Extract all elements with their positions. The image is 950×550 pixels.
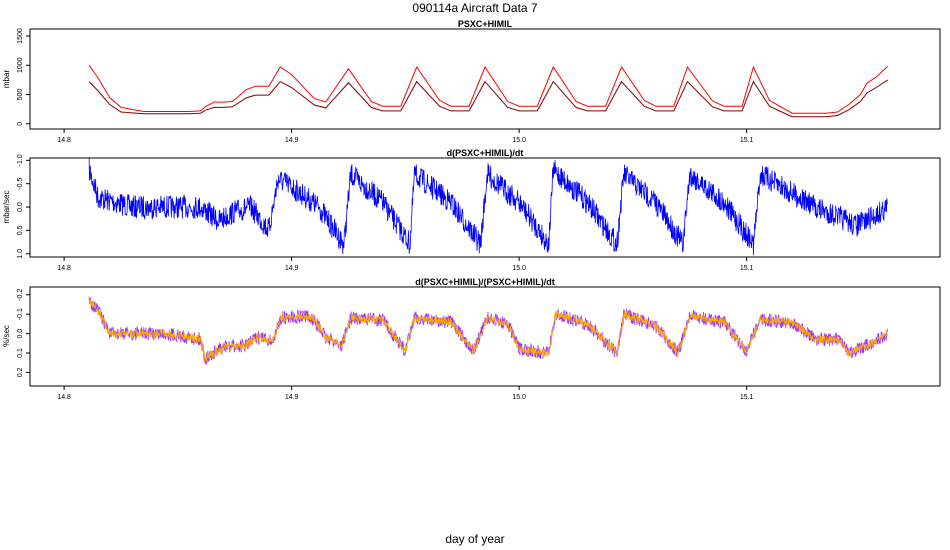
x-tick-label: 15.0 bbox=[512, 394, 526, 401]
x-tick-label: 14.8 bbox=[57, 394, 71, 401]
y-tick-label: -0.1 bbox=[17, 308, 24, 320]
panel-pressure-series bbox=[88, 65, 889, 118]
y-tick-label: 0.1 bbox=[17, 348, 24, 358]
x-tick-label: 14.9 bbox=[285, 137, 299, 144]
panel-pressure-x-axis: 14.8 14.9 15.0 15.1 bbox=[57, 129, 754, 144]
y-tick-label: 0 bbox=[17, 122, 24, 126]
panel-dpdt-y-axis: -1.0 -0.5 0.0 0.5 1.0 bbox=[17, 154, 30, 259]
panel-dpp-frame bbox=[29, 286, 941, 387]
panel-pressure-frame bbox=[29, 28, 941, 130]
y-tick-label: -0.5 bbox=[17, 178, 24, 190]
panel-pressure-ylabel: mbar bbox=[2, 70, 11, 89]
panel-dpdt-series bbox=[88, 158, 888, 256]
y-tick-label: 1500 bbox=[17, 28, 24, 44]
x-tick-label: 14.9 bbox=[285, 265, 299, 272]
panel-pressure-y-axis: 0 500 1000 1500 bbox=[17, 28, 30, 126]
panel-pressure: PSXC+HIMIL mbar 0 500 1000 1500 14.8 14.9 15.… bbox=[2, 19, 941, 144]
panel-dpdt-ylabel: mbar/sec bbox=[2, 191, 11, 224]
series-line-psxc-himil bbox=[88, 65, 889, 114]
panel-dpp-ylabel: %/sec bbox=[2, 325, 11, 347]
figure-title: 090114a Aircraft Data 7 bbox=[412, 1, 538, 15]
y-tick-label: 1000 bbox=[17, 57, 24, 73]
series-line-dp-dt bbox=[88, 158, 888, 256]
panel-dpdt: d(PSXC+HIMIL)/dt mbar/sec -1.0 -0.5 0.0 0.5… bbox=[2, 148, 941, 272]
x-tick-label: 15.0 bbox=[512, 265, 526, 272]
y-tick-label: 0.0 bbox=[17, 202, 24, 212]
y-tick-label: 0.5 bbox=[17, 225, 24, 235]
x-tick-label: 14.9 bbox=[285, 394, 299, 401]
y-tick-label: -0.2 bbox=[17, 289, 24, 301]
y-tick-label: -1.0 bbox=[17, 154, 24, 166]
x-tick-label: 15.1 bbox=[740, 265, 754, 272]
x-tick-label: 15.1 bbox=[740, 394, 754, 401]
panel-pressure-title: PSXC+HIMIL bbox=[458, 19, 513, 29]
series-line-psxc bbox=[88, 79, 888, 118]
x-tick-label: 14.8 bbox=[57, 265, 71, 272]
y-tick-label: 0.0 bbox=[17, 329, 24, 339]
x-tick-label: 15.1 bbox=[740, 137, 754, 144]
x-tick-label: 15.0 bbox=[512, 137, 526, 144]
panel-dpp-y-axis: -0.2 -0.1 0.0 0.1 0.2 bbox=[17, 289, 30, 377]
panel-dpdt-title: d(PSXC+HIMIL)/dt bbox=[447, 148, 524, 158]
x-axis-label: day of year bbox=[445, 532, 504, 546]
series-line-dp-p-dt-smoothed bbox=[88, 296, 888, 362]
y-tick-label: 500 bbox=[17, 89, 24, 101]
panel-dpp-title: d(PSXC+HIMIL)/(PSXC+HIMIL)/dt bbox=[415, 277, 555, 287]
panel-dpp-x-axis: 14.8 14.9 15.0 15.1 bbox=[57, 386, 754, 401]
y-tick-label: 0.2 bbox=[17, 367, 24, 377]
panel-dpp-series bbox=[88, 296, 888, 365]
panel-dpdt-x-axis: 14.8 14.9 15.0 15.1 bbox=[57, 257, 754, 272]
y-tick-label: 1.0 bbox=[17, 249, 24, 259]
panel-dpp: d(PSXC+HIMIL)/(PSXC+HIMIL)/dt %/sec -0.2… bbox=[2, 277, 941, 401]
x-tick-label: 14.8 bbox=[57, 137, 71, 144]
